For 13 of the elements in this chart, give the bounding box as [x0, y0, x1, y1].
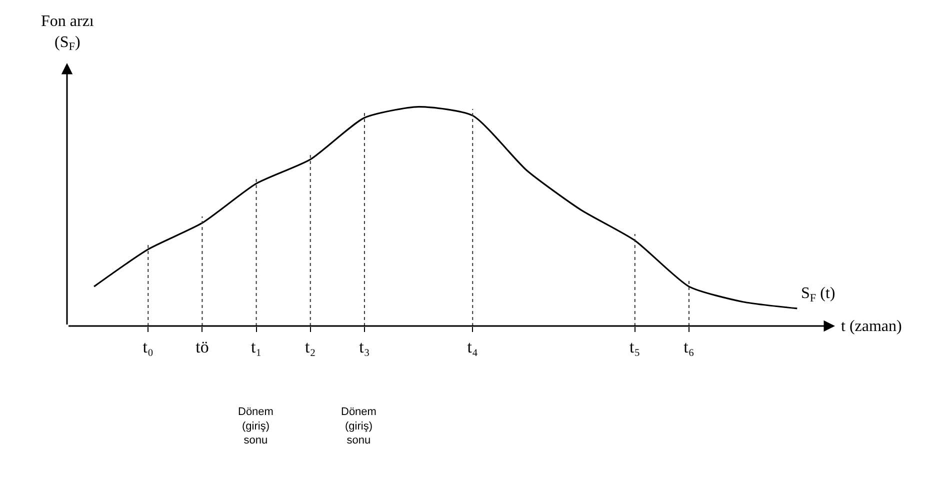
x-tick-label: t₆	[684, 337, 694, 356]
text: Dönem (giriş) sonu	[341, 406, 376, 447]
y-axis-title: Fon arzı (S$_{F}$)	[41, 13, 94, 54]
series-label: S$_{F}$ (t)	[801, 285, 836, 304]
x-tick-label: t₄	[467, 337, 478, 356]
x-tick-label: t₅	[630, 337, 640, 356]
x-axis-title: t (zaman)	[841, 318, 902, 335]
x-tick-label: t₃	[359, 337, 370, 356]
x-tick-label: t₂	[305, 337, 316, 356]
text: Dönem (giriş) sonu	[238, 406, 274, 447]
x-tick-label: tö	[196, 337, 209, 356]
x-tick-label: t₁	[250, 337, 262, 356]
x-tick-label: t₀	[142, 337, 154, 356]
